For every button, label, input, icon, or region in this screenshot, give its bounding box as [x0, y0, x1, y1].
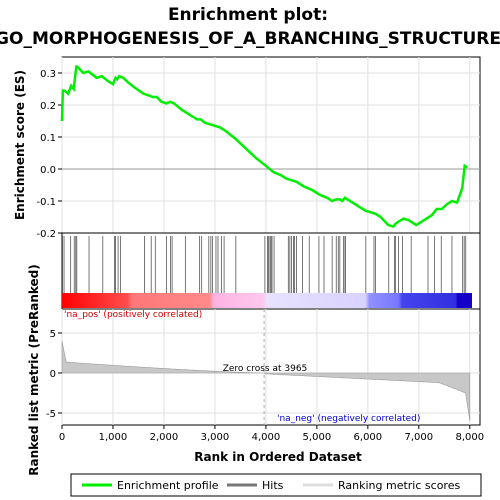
x-tick-label: 2,000 — [150, 432, 179, 443]
x-tick-label: 4,000 — [252, 432, 281, 443]
ranked-metric-panel: -5 0 5 'na_pos' (positively correlated) Ze… — [27, 264, 484, 476]
x-tick-label: 8,000 — [455, 432, 484, 443]
ranking-metric-area — [61, 340, 471, 422]
x-axis-ticks: 0 1,000 2,000 3,000 4,000 5,000 6,000 7,000 8,00… — [59, 425, 484, 443]
legend-label-ranking-metric: Ranking metric scores — [338, 479, 460, 492]
x-axis-label: Rank in Ordered Dataset — [194, 450, 362, 464]
es-plot-area — [61, 56, 481, 234]
x-tick-label: 6,000 — [354, 432, 383, 443]
ranked-list-color-band — [62, 293, 472, 308]
x-tick-label: 5,000 — [303, 432, 332, 443]
es-y-axis-ticks: -0.2 -0.1 0.0 0.1 0.2 0.3 — [36, 69, 62, 240]
x-tick-label: 1,000 — [99, 432, 128, 443]
es-y-tick-label: -0.1 — [36, 197, 56, 208]
zero-cross-label: Zero cross at 3965 — [223, 364, 308, 374]
enrichment-profile-line — [60, 65, 468, 229]
legend-label-enrichment-profile: Enrichment profile — [117, 479, 219, 492]
es-y-tick-label: 0.1 — [40, 133, 56, 144]
es-y-tick-label: 0.2 — [40, 101, 56, 112]
metric-y-tick-label: 5 — [50, 329, 56, 340]
chart-legend: Enrichment profile Hits Ranking metric s… — [70, 473, 482, 497]
metric-y-axis-label: Ranked list metric (PreRanked) — [27, 264, 41, 476]
metric-y-tick-label: 0 — [50, 369, 56, 380]
negative-correlation-label: 'na_neg' (negatively correlated) — [277, 414, 420, 424]
positive-correlation-label: 'na_pos' (positively correlated) — [64, 310, 202, 320]
es-y-axis-label: Enrichment score (ES) — [13, 70, 27, 220]
es-y-tick-label: -0.2 — [36, 229, 56, 240]
hit-markers — [62, 236, 467, 293]
metric-y-tick-label: -5 — [46, 409, 56, 420]
es-y-tick-label: 0.0 — [40, 165, 56, 176]
x-tick-label: 0 — [59, 432, 65, 443]
x-tick-label: 7,000 — [405, 432, 434, 443]
metric-y-axis-ticks: -5 0 5 — [46, 329, 62, 420]
legend-label-hits: Hits — [262, 479, 284, 492]
hits-panel — [61, 232, 481, 310]
es-y-tick-label: 0.3 — [40, 69, 56, 80]
x-tick-label: 3,000 — [201, 432, 230, 443]
es-gridlines — [61, 57, 480, 234]
legend-box — [70, 473, 482, 497]
chart-subtitle: GO_MORPHOGENESIS_OF_A_BRANCHING_STRUCTUR… — [0, 29, 500, 49]
enrichment-score-panel: -0.2 -0.1 0.0 0.1 0.2 0.3 Enrichment score (E… — [13, 56, 481, 240]
chart-title: Enrichment plot: — [168, 5, 328, 25]
